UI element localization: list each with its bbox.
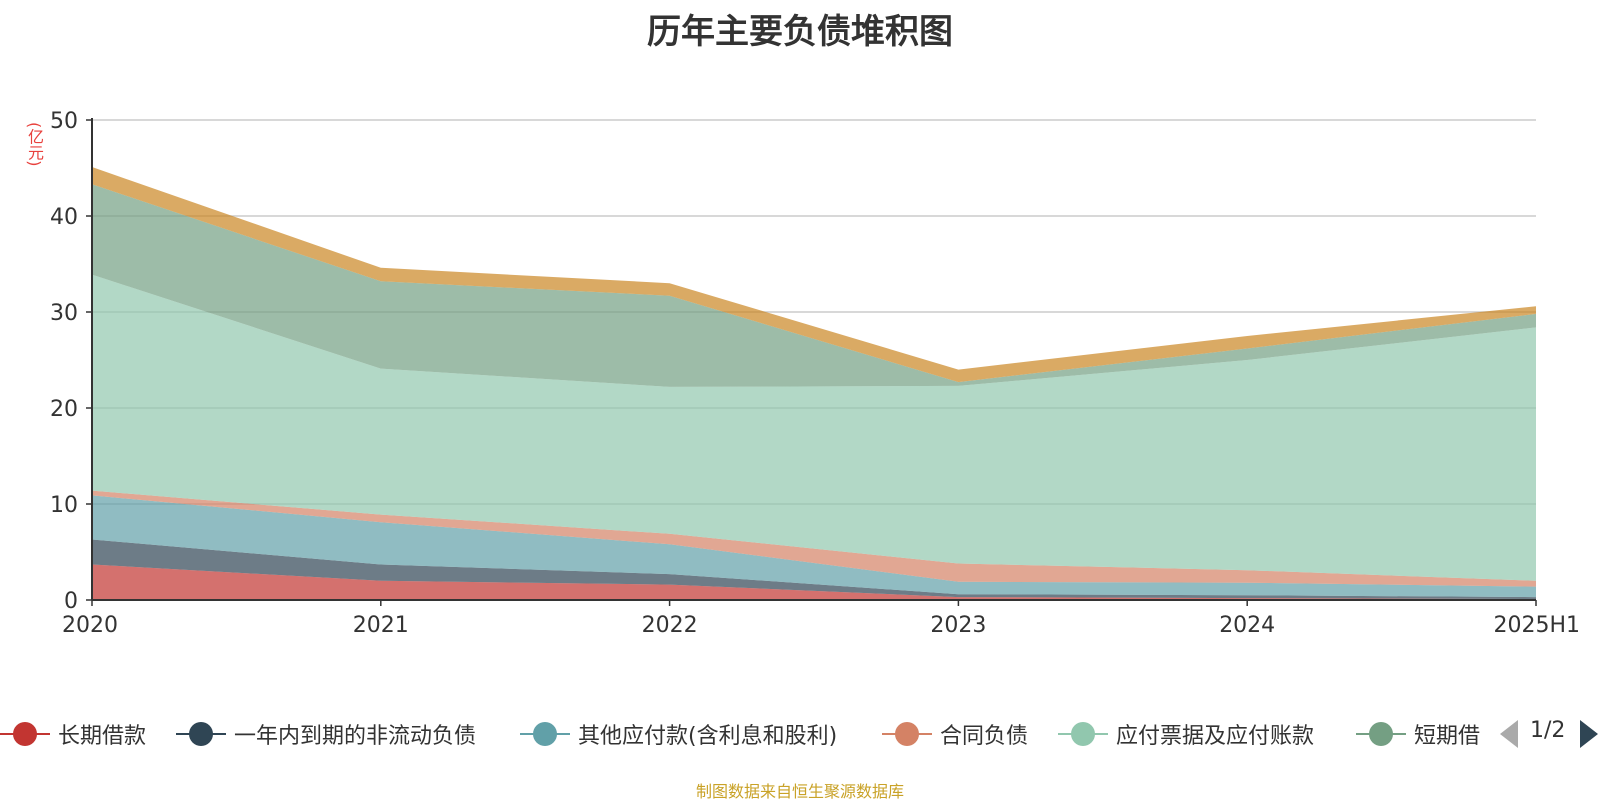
legend-item[interactable]: 其他应付款(含利息和股利) <box>520 716 837 752</box>
y-tick-label: 10 <box>50 493 78 518</box>
legend-dot-icon <box>533 722 557 746</box>
legend-dot-icon <box>1071 722 1095 746</box>
legend-item[interactable]: 长期借款 <box>0 716 146 752</box>
area-series <box>92 564 1536 600</box>
legend-pager: 1/2 <box>1500 716 1600 752</box>
legend-page-indicator: 1/2 <box>1530 718 1566 743</box>
area-series <box>92 274 1536 581</box>
legend-label: 其他应付款(含利息和股利) <box>578 724 838 749</box>
legend-swatch-icon <box>1356 722 1406 746</box>
chart-legend: 长期借款 一年内到期的非流动负债 其他应付款(含利息和股利) 合同负债 应付票据及应付账… <box>0 716 1480 752</box>
legend-swatch-icon <box>882 722 932 746</box>
y-tick-label: 0 <box>64 589 78 614</box>
stacked-area-chart: 0 10 20 30 40 50 2020 2021 2022 2023 2024 2025H1 <box>50 109 1580 638</box>
legend-label: 一年内到期的非流动负债 <box>234 724 477 749</box>
legend-item[interactable]: 合同负债 <box>882 716 1028 752</box>
x-tick-label: 2021 <box>353 613 409 638</box>
y-tick-label: 40 <box>50 205 78 230</box>
y-tick-label: 30 <box>50 301 78 326</box>
y-tick-label: 20 <box>50 397 78 422</box>
area-series <box>92 539 1536 599</box>
legend-item[interactable]: 短期借款 <box>1356 716 1480 752</box>
legend-label: 应付票据及应付账款 <box>1116 724 1315 749</box>
x-tick-label: 2022 <box>642 613 698 638</box>
legend-label: 合同负债 <box>940 724 1029 749</box>
legend-dot-icon <box>895 722 919 746</box>
legend-swatch-icon <box>520 722 570 746</box>
legend-item[interactable]: 一年内到期的非流动负债 <box>176 716 476 752</box>
legend-swatch-icon <box>1058 722 1108 746</box>
legend-swatch-icon <box>0 722 50 746</box>
area-series <box>92 495 1536 598</box>
triangle-left-icon[interactable] <box>1500 720 1518 748</box>
legend-dot-icon <box>189 722 213 746</box>
area-series <box>92 167 1536 383</box>
x-tick-label: 2025H1 <box>1493 613 1580 638</box>
y-axis-unit-label: (亿元) <box>25 122 44 167</box>
legend-item[interactable]: 应付票据及应付账款 <box>1058 716 1314 752</box>
legend-label: 短期借款 <box>1414 724 1480 749</box>
chart-title: 历年主要负债堆积图 <box>647 12 953 52</box>
legend-swatch-icon <box>176 722 226 746</box>
legend-dot-icon <box>1369 722 1393 746</box>
x-tick-label: 2020 <box>62 613 118 638</box>
legend-dot-icon <box>13 722 37 746</box>
y-tick-label: 50 <box>50 109 78 134</box>
legend-label: 长期借款 <box>58 724 147 749</box>
x-tick-label: 2023 <box>930 613 986 638</box>
area-series <box>92 184 1536 387</box>
area-series <box>92 490 1536 587</box>
source-note: 制图数据来自恒生聚源数据库 <box>695 782 904 801</box>
x-tick-label: 2024 <box>1219 613 1275 638</box>
triangle-right-icon[interactable] <box>1580 720 1598 748</box>
